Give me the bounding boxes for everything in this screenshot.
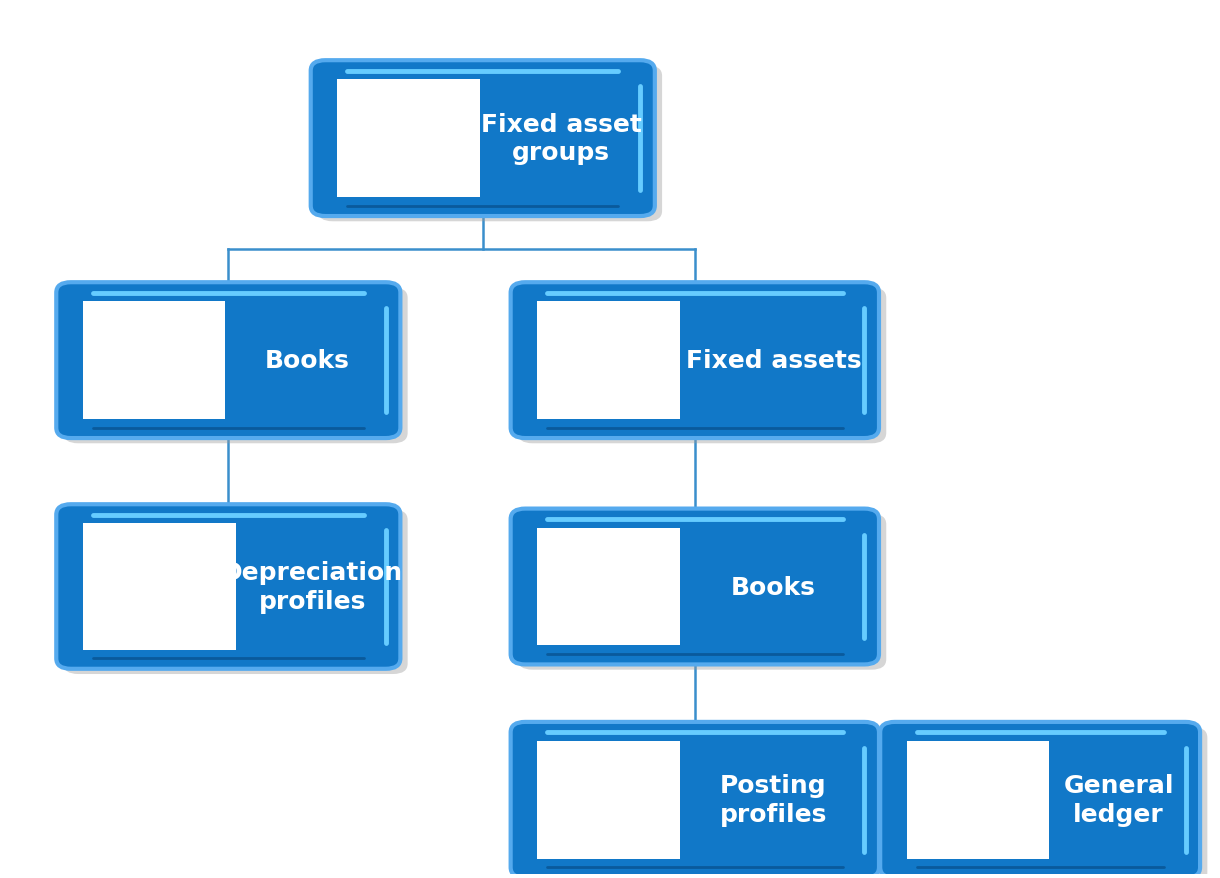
- Text: General
ledger: General ledger: [1064, 774, 1174, 826]
- Bar: [83, 302, 226, 420]
- FancyBboxPatch shape: [511, 722, 878, 878]
- FancyBboxPatch shape: [880, 722, 1200, 878]
- Bar: [537, 529, 680, 645]
- FancyBboxPatch shape: [511, 283, 878, 439]
- Bar: [338, 80, 479, 198]
- FancyBboxPatch shape: [63, 288, 407, 443]
- Text: Fixed asset
groups: Fixed asset groups: [481, 112, 642, 165]
- FancyBboxPatch shape: [518, 727, 886, 878]
- FancyBboxPatch shape: [318, 67, 662, 222]
- Bar: [537, 302, 680, 420]
- FancyBboxPatch shape: [311, 61, 655, 217]
- Text: Depreciation
profiles: Depreciation profiles: [222, 560, 403, 613]
- FancyBboxPatch shape: [56, 283, 400, 439]
- Text: Posting
profiles: Posting profiles: [720, 774, 827, 826]
- Bar: [83, 524, 235, 650]
- FancyBboxPatch shape: [518, 288, 886, 443]
- FancyBboxPatch shape: [518, 515, 886, 670]
- Text: Fixed assets: Fixed assets: [686, 349, 861, 373]
- FancyBboxPatch shape: [56, 505, 400, 669]
- Bar: [537, 741, 680, 859]
- FancyBboxPatch shape: [63, 510, 407, 674]
- FancyBboxPatch shape: [887, 727, 1208, 878]
- Bar: [906, 741, 1049, 859]
- FancyBboxPatch shape: [511, 509, 878, 665]
- Text: Books: Books: [731, 575, 816, 599]
- Text: Books: Books: [265, 349, 349, 373]
